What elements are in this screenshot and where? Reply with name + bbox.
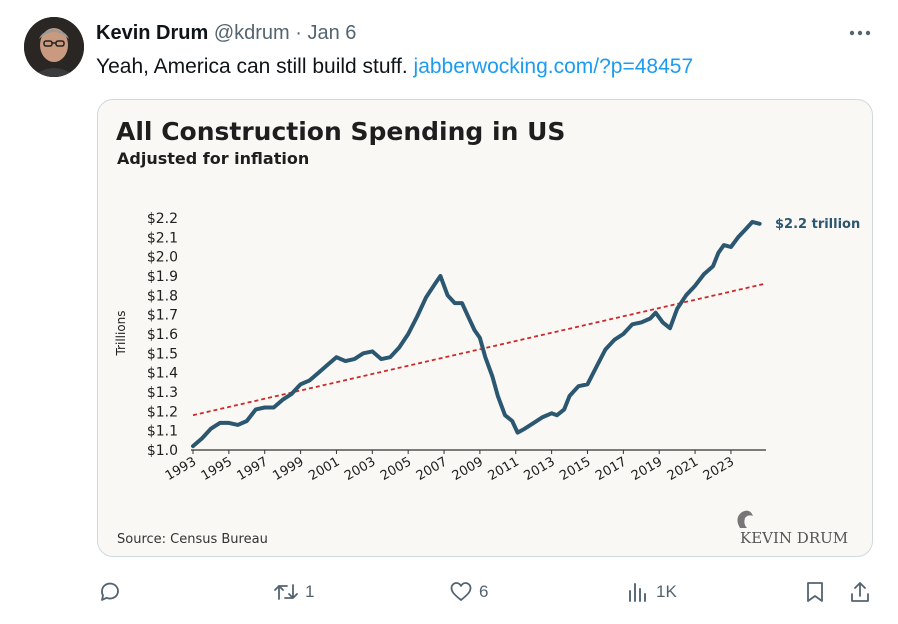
reply-button[interactable] [98, 574, 128, 610]
y-tick-label: $1.4 [147, 366, 178, 382]
tweet-link[interactable]: jabberwocking.com/?p=48457 [413, 55, 694, 78]
views-count: 1K [656, 582, 677, 601]
tweet-body: Yeah, America can still build stuff. [96, 55, 408, 78]
separator-dot: · [295, 22, 302, 44]
x-tick-label: 1995 [199, 454, 235, 484]
x-tick-label: 2017 [593, 454, 629, 484]
y-tick-label: $1.7 [147, 308, 178, 324]
end-value-label: $2.2 trillion [775, 217, 860, 232]
y-tick-label: $2.1 [147, 230, 178, 246]
x-tick-label: 2011 [486, 454, 522, 484]
y-tick-label: $1.5 [147, 346, 178, 362]
like-button[interactable]: 6 [449, 574, 488, 610]
y-axis-label: Trillions [114, 310, 128, 356]
retweet-button[interactable]: 1 [273, 574, 314, 610]
y-tick-label: $2.0 [147, 250, 178, 266]
x-tick-label: 1999 [270, 454, 306, 484]
tweet-text: Yeah, America can still build stuff. jab… [96, 54, 693, 80]
tweet-date[interactable]: Jan 6 [307, 22, 357, 44]
x-tick-label: 2007 [414, 454, 450, 484]
avatar[interactable] [24, 17, 84, 77]
y-tick-label: $1.9 [147, 269, 178, 285]
x-tick-label: 2019 [629, 454, 665, 484]
x-tick-label: 2021 [665, 454, 701, 484]
avatar-image [24, 17, 84, 77]
x-tick-label: 1997 [235, 454, 271, 484]
y-tick-label: $2.2 [147, 211, 178, 227]
share-button[interactable] [848, 574, 872, 610]
brand-text: KEVIN DRUM [740, 529, 848, 547]
y-tick-label: $1.2 [147, 404, 178, 420]
bookmark-icon [807, 582, 823, 602]
y-tick-label: $1.8 [147, 288, 178, 304]
more-button[interactable] [846, 20, 874, 46]
chart-svg: All Construction Spending in US Adjusted… [114, 117, 860, 547]
x-tick-label: 2015 [557, 454, 593, 484]
x-tick-label: 2009 [450, 454, 486, 484]
x-tick-label: 2001 [306, 454, 342, 484]
tweet-media-chart[interactable]: All Construction Spending in US Adjusted… [97, 99, 873, 557]
more-horizontal-icon [849, 30, 871, 36]
reply-icon [101, 582, 119, 601]
x-tick-label: 2003 [342, 454, 378, 484]
like-count: 6 [479, 582, 489, 601]
views-button[interactable]: 1K [626, 574, 677, 610]
retweet-icon [274, 584, 298, 600]
chart-source: Source: Census Bureau [117, 532, 268, 547]
retweet-count: 1 [305, 582, 315, 601]
author-handle[interactable]: @kdrum [213, 22, 290, 44]
tweet-header: Kevin Drum @kdrum · Jan 6 [96, 21, 356, 45]
action-bar: 1 6 1K [0, 574, 898, 614]
x-tick-label: 2023 [701, 454, 737, 484]
chart-subtitle: Adjusted for inflation [117, 149, 309, 168]
y-tick-label: $1.1 [147, 424, 178, 440]
views-icon [629, 583, 646, 602]
spending-line [191, 219, 762, 449]
y-tick-label: $1.3 [147, 385, 178, 401]
chart-title: All Construction Spending in US [116, 117, 565, 146]
x-tick-label: 2013 [521, 454, 557, 484]
bookmark-button[interactable] [803, 574, 827, 610]
share-icon [851, 582, 869, 602]
y-tick-label: $1.0 [147, 443, 178, 459]
heart-icon [450, 582, 472, 601]
author-name[interactable]: Kevin Drum [96, 22, 209, 44]
kevin-drum-logo: KEVIN DRUM [737, 510, 848, 547]
y-tick-label: $1.6 [147, 327, 178, 343]
x-tick-label: 2005 [378, 454, 414, 484]
